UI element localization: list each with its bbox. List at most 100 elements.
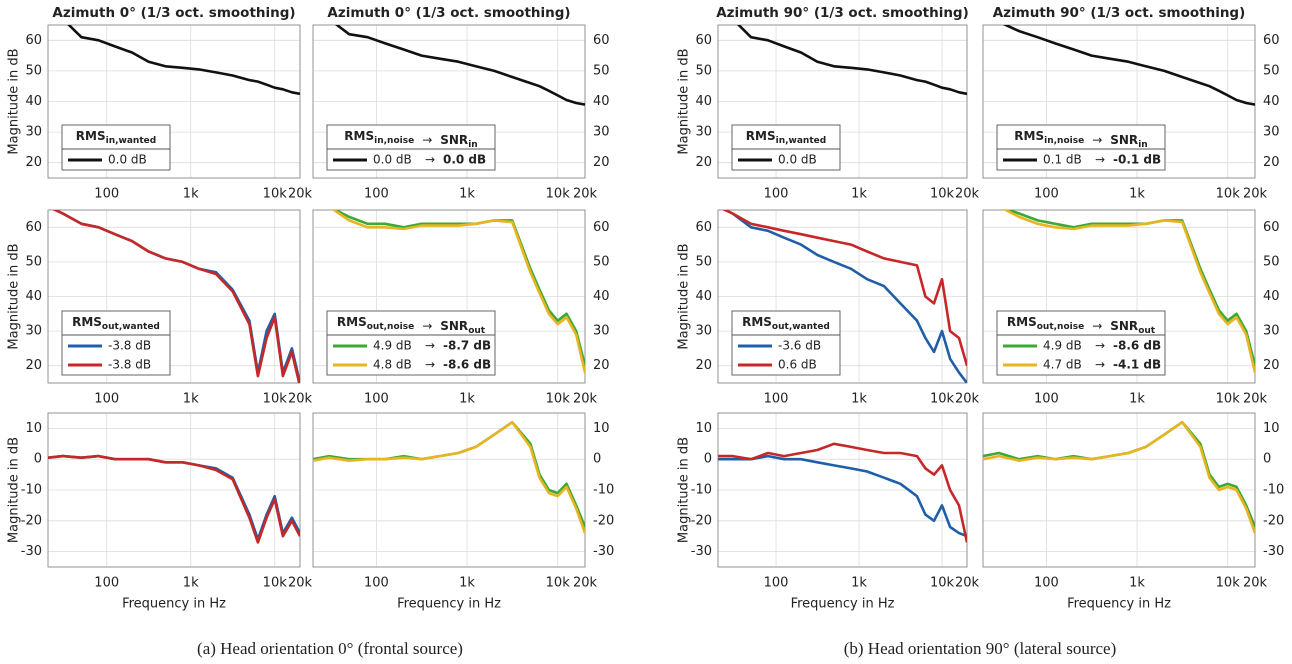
y-tick-label: -10	[691, 483, 712, 498]
y-tick-label: 30	[593, 324, 610, 339]
legend-label: 4.7 dB	[1043, 358, 1082, 372]
legend-label: -3.8 dB	[108, 358, 151, 372]
x-tick-label: 100	[764, 392, 789, 407]
y-tick-label: -10	[21, 483, 42, 498]
y-tick-label: 50	[695, 254, 712, 269]
legend-title-part: RMS	[76, 129, 106, 143]
x-tick-label: 100	[94, 576, 119, 591]
legend-title-sub: out	[468, 326, 486, 336]
x-tick-label: 100	[364, 576, 389, 591]
legend-title-part: SNR	[1110, 133, 1138, 147]
legend-title-sub: out	[1138, 326, 1156, 336]
y-tick-label: -30	[21, 544, 42, 559]
x-tick-label: 1k	[183, 187, 199, 202]
plot-frame	[312, 24, 586, 179]
x-tick-label: 10k	[263, 187, 288, 202]
y-tick-label: -30	[1263, 544, 1284, 559]
x-tick-label: 100	[94, 187, 119, 202]
y-tick-label: -20	[21, 513, 42, 528]
y-tick-label: 60	[25, 33, 42, 48]
legend-snr: -4.1 dB	[1113, 358, 1161, 372]
panel-title: Azimuth 0° (1/3 oct. smoothing)	[327, 5, 570, 21]
legend-title: RMSin,noise → SNRin	[1014, 129, 1147, 150]
y-axis-label: Magnitude in dB	[677, 243, 692, 349]
x-tick-label: 1k	[183, 576, 199, 591]
y-tick-label: 30	[695, 324, 712, 339]
legend-title-sub: out,noise	[1037, 322, 1084, 332]
y-tick-label: -10	[1263, 483, 1284, 498]
legend-title-sub: in,wanted	[776, 136, 827, 146]
y-tick-label: 50	[1263, 254, 1280, 269]
data-line	[313, 420, 585, 534]
y-axis-label: Magnitude in dB	[7, 437, 22, 543]
panel: 100 1k 10k 20k 20 30 40 50 60 RMSout,noise → SNRout…	[312, 209, 610, 407]
x-axis-label: Frequency in Hz	[397, 597, 501, 612]
legend-title-sub: out,wanted	[772, 322, 830, 332]
legend-label: 4.9 dB	[1043, 339, 1082, 353]
data-line	[67, 25, 300, 96]
y-tick-label: 60	[1263, 220, 1280, 235]
y-tick-label: 30	[25, 125, 42, 140]
y-tick-label: 60	[25, 220, 42, 235]
x-tick-label: 20k	[955, 187, 980, 202]
x-tick-label: 10k	[546, 392, 571, 407]
y-tick-label: 40	[695, 289, 712, 304]
plot-frame	[982, 412, 1256, 568]
x-tick-label: 1k	[1129, 392, 1145, 407]
y-tick-label: 20	[25, 155, 42, 170]
legend-arrow: →	[425, 358, 435, 372]
legend-arrow: →	[1095, 339, 1105, 353]
legend-box	[731, 124, 841, 171]
legend-title-part: →	[422, 133, 432, 147]
data-line	[736, 25, 967, 96]
y-tick-label: 40	[593, 289, 610, 304]
legend-title: RMSin,wanted	[746, 129, 826, 146]
plot-frame	[47, 412, 301, 568]
x-tick-label: 1k	[459, 392, 475, 407]
x-tick-label: 1k	[459, 576, 475, 591]
y-tick-label: 50	[1263, 63, 1280, 78]
data-line	[983, 420, 1255, 528]
panel-title: Azimuth 0° (1/3 oct. smoothing)	[52, 5, 295, 21]
data-line	[983, 420, 1255, 534]
y-tick-label: 40	[1263, 94, 1280, 109]
x-tick-label: 1k	[459, 187, 475, 202]
x-tick-label: 10k	[1216, 187, 1241, 202]
plot-frame	[982, 24, 1256, 179]
legend-title: RMSout,noise → SNRout	[1007, 315, 1156, 336]
y-tick-label: 10	[695, 421, 712, 436]
x-tick-label: 20k	[1243, 392, 1268, 407]
x-tick-label: 1k	[1129, 576, 1145, 591]
x-tick-label: 20k	[288, 392, 313, 407]
legend-box	[61, 124, 171, 171]
data-line	[1002, 210, 1255, 373]
x-tick-label: 20k	[573, 187, 598, 202]
panel-title: Azimuth 90° (1/3 oct. smoothing)	[993, 5, 1246, 21]
x-tick-label: 1k	[183, 392, 199, 407]
x-axis-label: Frequency in Hz	[1067, 597, 1171, 612]
y-tick-label: 60	[695, 33, 712, 48]
legend-title-sub: out,noise	[367, 322, 414, 332]
legend-snr: 0.0 dB	[443, 153, 486, 167]
x-tick-label: 20k	[288, 187, 313, 202]
y-tick-label: 0	[1263, 452, 1271, 467]
y-tick-label: 10	[593, 421, 610, 436]
legend-label: 4.8 dB	[373, 358, 412, 372]
y-tick-label: 20	[593, 155, 610, 170]
legend-label: 4.9 dB	[373, 339, 412, 353]
x-tick-label: 20k	[1243, 187, 1268, 202]
x-tick-label: 10k	[1216, 576, 1241, 591]
x-tick-label: 100	[1034, 576, 1059, 591]
plot-frame	[47, 209, 301, 384]
y-tick-label: 50	[593, 63, 610, 78]
y-tick-label: 30	[1263, 324, 1280, 339]
legend-title-sub: out,wanted	[102, 322, 160, 332]
x-tick-label: 1k	[1129, 187, 1145, 202]
y-tick-label: 50	[695, 63, 712, 78]
legend-title-sub: in,noise	[374, 136, 414, 146]
x-tick-label: 10k	[930, 187, 955, 202]
